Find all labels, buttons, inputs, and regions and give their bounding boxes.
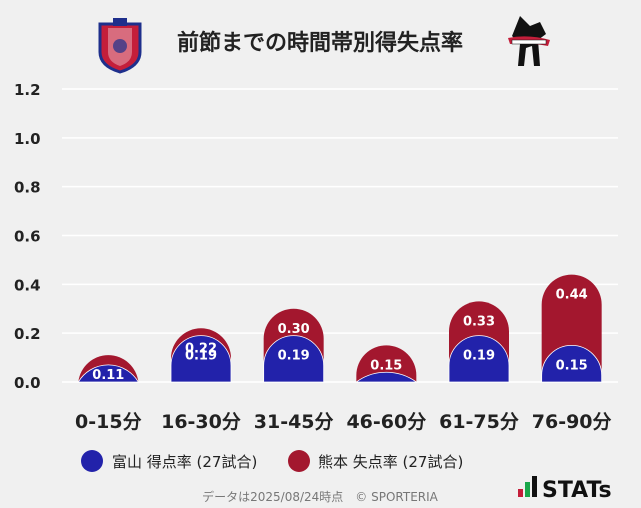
y-tick-label-4: 0.8 — [14, 179, 41, 197]
legend-label-toyama: 富山 得点率 (27試合) — [112, 453, 257, 471]
value-label-kumamoto-0: 0.11 — [92, 368, 124, 383]
bar-toyama-0 — [77, 364, 140, 383]
value-label-toyama-2: 0.19 — [278, 349, 310, 364]
value-label-kumamoto-4: 0.33 — [463, 314, 495, 329]
y-axis: 0.0 0.2 0.4 0.6 0.8 1.0 1.2 — [14, 81, 41, 392]
stats-brand: STATs — [542, 478, 612, 503]
x-tick-label-0: 0-15分 — [75, 411, 142, 433]
y-tick-label-6: 1.2 — [14, 81, 41, 99]
value-label-kumamoto-1: 0.22 — [185, 341, 217, 356]
y-tick-label-1: 0.2 — [14, 325, 41, 343]
bars: 0.110.220.190.300.190.150.330.190.440.15 — [62, 274, 618, 383]
footer-note: データは2025/08/24時点 © SPORTERIA — [202, 489, 439, 504]
value-label-kumamoto-3: 0.15 — [370, 358, 402, 373]
x-tick-label-5: 76-90分 — [532, 411, 612, 433]
legend: 富山 得点率 (27試合) 熊本 失点率 (27試合) — [81, 450, 463, 472]
value-label-kumamoto-2: 0.30 — [278, 322, 310, 337]
y-tick-label-5: 1.0 — [14, 130, 41, 148]
y-tick-label-2: 0.4 — [14, 276, 41, 294]
stats-logo-bar-red — [518, 489, 523, 497]
x-tick-label-2: 31-45分 — [254, 411, 334, 433]
legend-marker-kumamoto — [288, 450, 310, 472]
bar-toyama-5 — [541, 345, 603, 383]
bar-toyama-3 — [355, 371, 418, 383]
stats-logo: STATs — [518, 476, 612, 503]
legend-marker-toyama — [81, 450, 103, 472]
bar-toyama-1 — [170, 335, 232, 383]
x-tick-label-1: 16-30分 — [161, 411, 241, 433]
x-tick-label-3: 46-60分 — [346, 411, 426, 433]
value-label-toyama-1: 0.19 — [185, 349, 217, 364]
grid — [62, 88, 618, 334]
chart-title: 前節までの時間帯別得失点率 — [177, 30, 463, 56]
team-logo-right — [508, 16, 550, 66]
stats-logo-bar-black — [532, 476, 537, 497]
bar-toyama-4 — [448, 335, 510, 383]
value-label-kumamoto-5: 0.44 — [556, 288, 588, 303]
bar-toyama-2 — [263, 335, 325, 383]
bar-kumamoto-3 — [356, 345, 417, 382]
value-label-toyama-4: 0.19 — [463, 349, 495, 364]
stats-logo-bar-green — [525, 482, 530, 497]
team-logo-left — [98, 18, 142, 74]
x-axis: 0-15分 16-30分 31-45分 46-60分 61-75分 76-90分 — [75, 411, 611, 433]
legend-label-kumamoto: 熊本 失点率 (27試合) — [318, 453, 463, 471]
value-label-toyama-5: 0.15 — [556, 358, 588, 373]
x-tick-label-4: 61-75分 — [439, 411, 519, 433]
y-tick-label-3: 0.6 — [14, 228, 41, 246]
y-tick-label-0: 0.0 — [14, 374, 41, 392]
